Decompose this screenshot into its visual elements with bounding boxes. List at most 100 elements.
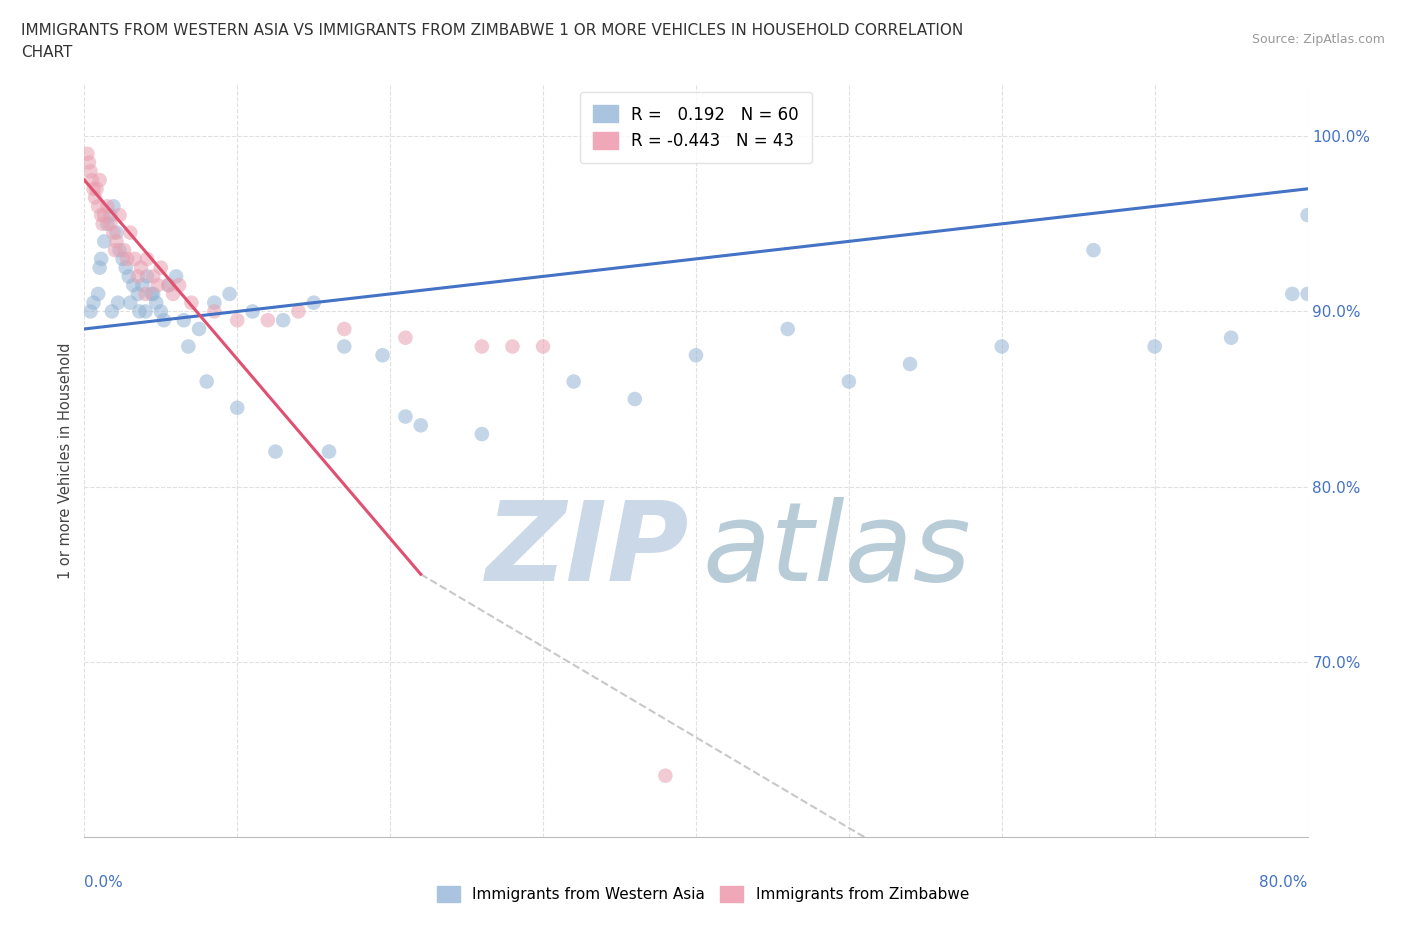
- Point: [180, 295, 202, 310]
- Point: [218, 286, 240, 301]
- Point: [685, 348, 707, 363]
- Point: [1296, 207, 1319, 222]
- Point: [149, 260, 172, 275]
- Text: IMMIGRANTS FROM WESTERN ASIA VS IMMIGRANTS FROM ZIMBABWE 1 OR MORE VEHICLES IN H: IMMIGRANTS FROM WESTERN ASIA VS IMMIGRAN…: [21, 23, 963, 38]
- Point: [776, 322, 799, 337]
- Point: [129, 260, 152, 275]
- Point: [165, 269, 187, 284]
- Point: [127, 269, 149, 284]
- Point: [96, 217, 118, 232]
- Point: [104, 243, 127, 258]
- Point: [471, 427, 494, 442]
- Point: [654, 768, 676, 783]
- Point: [226, 312, 249, 327]
- Point: [287, 304, 309, 319]
- Point: [120, 225, 142, 240]
- Point: [333, 322, 356, 337]
- Point: [127, 286, 149, 301]
- Point: [371, 348, 394, 363]
- Point: [84, 190, 107, 205]
- Point: [86, 181, 108, 196]
- Point: [93, 234, 115, 249]
- Point: [93, 207, 115, 222]
- Point: [89, 260, 111, 275]
- Point: [167, 278, 190, 293]
- Point: [98, 217, 121, 232]
- Point: [202, 304, 225, 319]
- Legend: Immigrants from Western Asia, Immigrants from Zimbabwe: Immigrants from Western Asia, Immigrants…: [432, 880, 974, 909]
- Point: [83, 181, 105, 196]
- Point: [333, 339, 356, 354]
- Point: [98, 207, 121, 222]
- Point: [136, 251, 159, 266]
- Text: 0.0%: 0.0%: [84, 874, 124, 890]
- Point: [108, 207, 131, 222]
- Point: [141, 286, 163, 301]
- Point: [118, 269, 141, 284]
- Point: [136, 269, 159, 284]
- Point: [83, 295, 105, 310]
- Point: [89, 173, 111, 188]
- Point: [1083, 243, 1105, 258]
- Point: [80, 173, 103, 188]
- Point: [502, 339, 524, 354]
- Point: [195, 374, 218, 389]
- Point: [87, 286, 110, 301]
- Point: [264, 445, 287, 459]
- Point: [128, 304, 150, 319]
- Point: [177, 339, 200, 354]
- Point: [162, 286, 184, 301]
- Point: [471, 339, 494, 354]
- Point: [122, 278, 145, 293]
- Text: ZIP: ZIP: [486, 498, 690, 604]
- Point: [105, 234, 128, 249]
- Text: 80.0%: 80.0%: [1260, 874, 1308, 890]
- Point: [76, 146, 98, 161]
- Point: [103, 225, 125, 240]
- Point: [531, 339, 554, 354]
- Point: [173, 312, 195, 327]
- Point: [90, 207, 112, 222]
- Point: [1143, 339, 1166, 354]
- Point: [898, 356, 921, 371]
- Point: [1220, 330, 1243, 345]
- Point: [112, 243, 135, 258]
- Point: [87, 199, 110, 214]
- Point: [157, 278, 180, 293]
- Point: [394, 409, 416, 424]
- Point: [131, 278, 153, 293]
- Point: [96, 199, 118, 214]
- Point: [157, 278, 180, 293]
- Point: [271, 312, 294, 327]
- Point: [91, 217, 114, 232]
- Point: [302, 295, 325, 310]
- Point: [105, 225, 128, 240]
- Point: [409, 418, 432, 432]
- Point: [142, 286, 165, 301]
- Point: [146, 278, 169, 293]
- Point: [562, 374, 585, 389]
- Point: [77, 155, 100, 170]
- Point: [318, 445, 340, 459]
- Point: [1296, 286, 1319, 301]
- Point: [107, 295, 129, 310]
- Point: [145, 295, 167, 310]
- Point: [149, 304, 172, 319]
- Point: [202, 295, 225, 310]
- Point: [115, 251, 138, 266]
- Point: [124, 251, 146, 266]
- Legend: R =   0.192   N = 60, R = -0.443   N = 43: R = 0.192 N = 60, R = -0.443 N = 43: [579, 92, 813, 164]
- Point: [101, 304, 124, 319]
- Point: [257, 312, 280, 327]
- Y-axis label: 1 or more Vehicles in Household: 1 or more Vehicles in Household: [58, 342, 73, 578]
- Point: [120, 295, 142, 310]
- Point: [114, 260, 136, 275]
- Point: [226, 400, 249, 415]
- Text: atlas: atlas: [702, 498, 970, 604]
- Point: [1281, 286, 1303, 301]
- Point: [991, 339, 1014, 354]
- Point: [79, 164, 101, 179]
- Point: [135, 286, 157, 301]
- Point: [838, 374, 860, 389]
- Point: [108, 243, 131, 258]
